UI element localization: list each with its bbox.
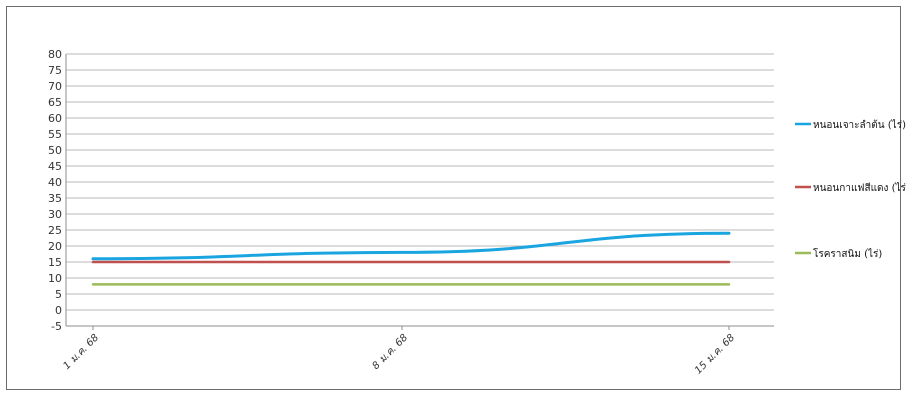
y-tick-label: 50 xyxy=(48,144,62,157)
legend-label: หนอนกาแฟสีแดง (ไร่) xyxy=(813,182,907,194)
axes xyxy=(65,54,774,330)
series-line-1 xyxy=(91,231,731,261)
y-tick-label: 10 xyxy=(48,272,62,285)
y-tick-label: 40 xyxy=(48,176,62,189)
series-lines xyxy=(91,231,731,286)
y-tick-label: 30 xyxy=(48,208,62,221)
x-tick-label: 1 ม.ค. 68 xyxy=(61,332,101,372)
y-tick-label: 65 xyxy=(48,96,62,109)
y-tick-label: 35 xyxy=(48,192,62,205)
y-tick-label: 55 xyxy=(48,128,62,141)
x-tick-label: 8 ม.ค. 68 xyxy=(370,332,410,372)
legend: หนอนเจาะลำต้น (ไร่) หนอนกาแฟสีแดง (ไร่) โร… xyxy=(795,119,907,260)
legend-label: โรคราสนิม (ไร่) xyxy=(813,247,882,260)
y-tick-label: 25 xyxy=(48,224,62,237)
y-tick-label: 0 xyxy=(55,304,62,317)
y-tick-label: 60 xyxy=(48,112,62,125)
legend-label: หนอนเจาะลำต้น (ไร่) xyxy=(813,119,906,131)
y-tick-label: 15 xyxy=(48,256,62,269)
x-tick-label: 15 ม.ค. 68 xyxy=(693,332,737,376)
x-axis-tick-labels: 1 ม.ค. 68 8 ม.ค. 68 15 ม.ค. 68 xyxy=(61,332,737,376)
y-tick-label: 5 xyxy=(55,288,62,301)
y-tick-label: 80 xyxy=(48,48,62,61)
y-tick-label: 70 xyxy=(48,80,62,93)
y-tick-label: 20 xyxy=(48,240,62,253)
y-tick-label: -5 xyxy=(51,320,62,333)
y-tick-label: 75 xyxy=(48,64,62,77)
y-tick-label: 45 xyxy=(48,160,62,173)
